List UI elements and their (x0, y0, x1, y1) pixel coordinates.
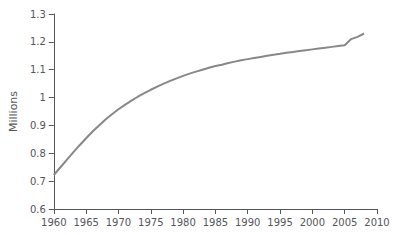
svg-text:1985: 1985 (203, 217, 228, 228)
svg-text:1.1: 1.1 (30, 64, 46, 75)
svg-text:0.6: 0.6 (30, 204, 46, 215)
svg-text:0.7: 0.7 (30, 176, 46, 187)
svg-text:1970: 1970 (106, 217, 131, 228)
svg-text:1990: 1990 (235, 217, 260, 228)
svg-text:1975: 1975 (138, 217, 163, 228)
svg-text:Millions: Millions (7, 91, 20, 132)
svg-text:2000: 2000 (300, 217, 325, 228)
svg-text:1960: 1960 (41, 217, 66, 228)
svg-text:1980: 1980 (170, 217, 195, 228)
svg-text:1: 1 (39, 92, 45, 103)
svg-text:1995: 1995 (267, 217, 292, 228)
svg-text:0.8: 0.8 (30, 148, 46, 159)
svg-text:0.9: 0.9 (30, 120, 46, 131)
svg-text:2005: 2005 (332, 217, 357, 228)
svg-text:2010: 2010 (364, 217, 389, 228)
svg-text:1.2: 1.2 (30, 36, 46, 47)
svg-text:1.3: 1.3 (30, 9, 46, 20)
svg-text:1965: 1965 (73, 217, 98, 228)
